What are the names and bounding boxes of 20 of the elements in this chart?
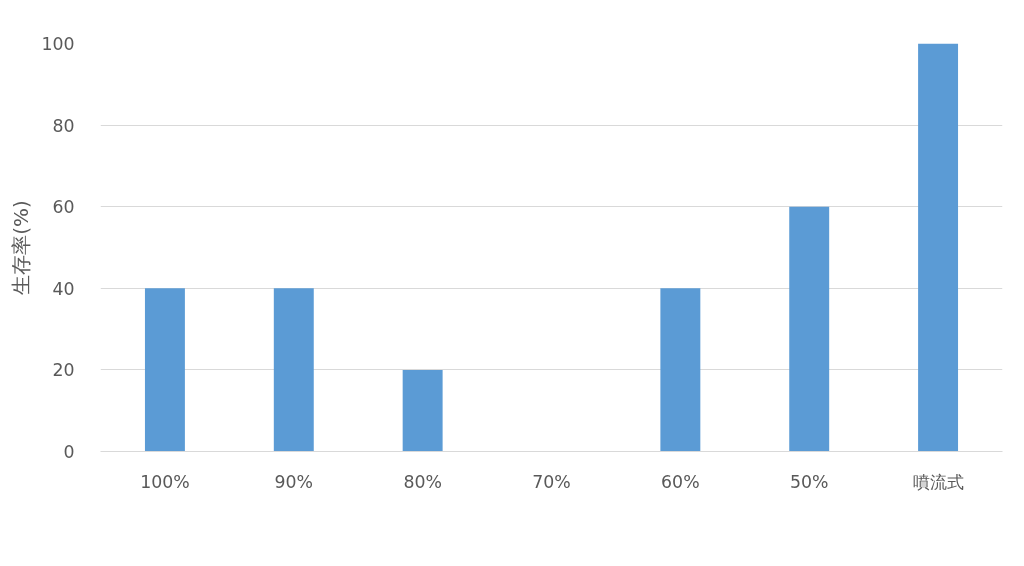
y-axis-title: 生存率(%) bbox=[9, 200, 34, 295]
x-tick-label: 100% bbox=[140, 471, 190, 492]
bar bbox=[144, 288, 185, 452]
x-tick-label: 50% bbox=[789, 471, 829, 492]
y-tick-label: 60 bbox=[52, 197, 75, 218]
y-tick-label: 20 bbox=[52, 360, 75, 381]
bar bbox=[273, 288, 314, 452]
y-tick-label: 80 bbox=[52, 115, 75, 136]
bar bbox=[402, 369, 443, 452]
bar bbox=[660, 288, 701, 452]
y-tick-label: 100 bbox=[41, 34, 75, 54]
bar bbox=[918, 43, 959, 452]
x-tick-label: 60% bbox=[661, 471, 700, 492]
y-tick-label: 0 bbox=[63, 442, 75, 462]
y-tick-label: 40 bbox=[52, 278, 75, 299]
x-tick-label: 70% bbox=[532, 471, 571, 492]
x-tick-label: 噴流式 bbox=[912, 471, 964, 492]
x-tick-label: 80% bbox=[403, 471, 442, 492]
x-tick-label: 90% bbox=[274, 471, 314, 492]
bar bbox=[789, 206, 830, 452]
